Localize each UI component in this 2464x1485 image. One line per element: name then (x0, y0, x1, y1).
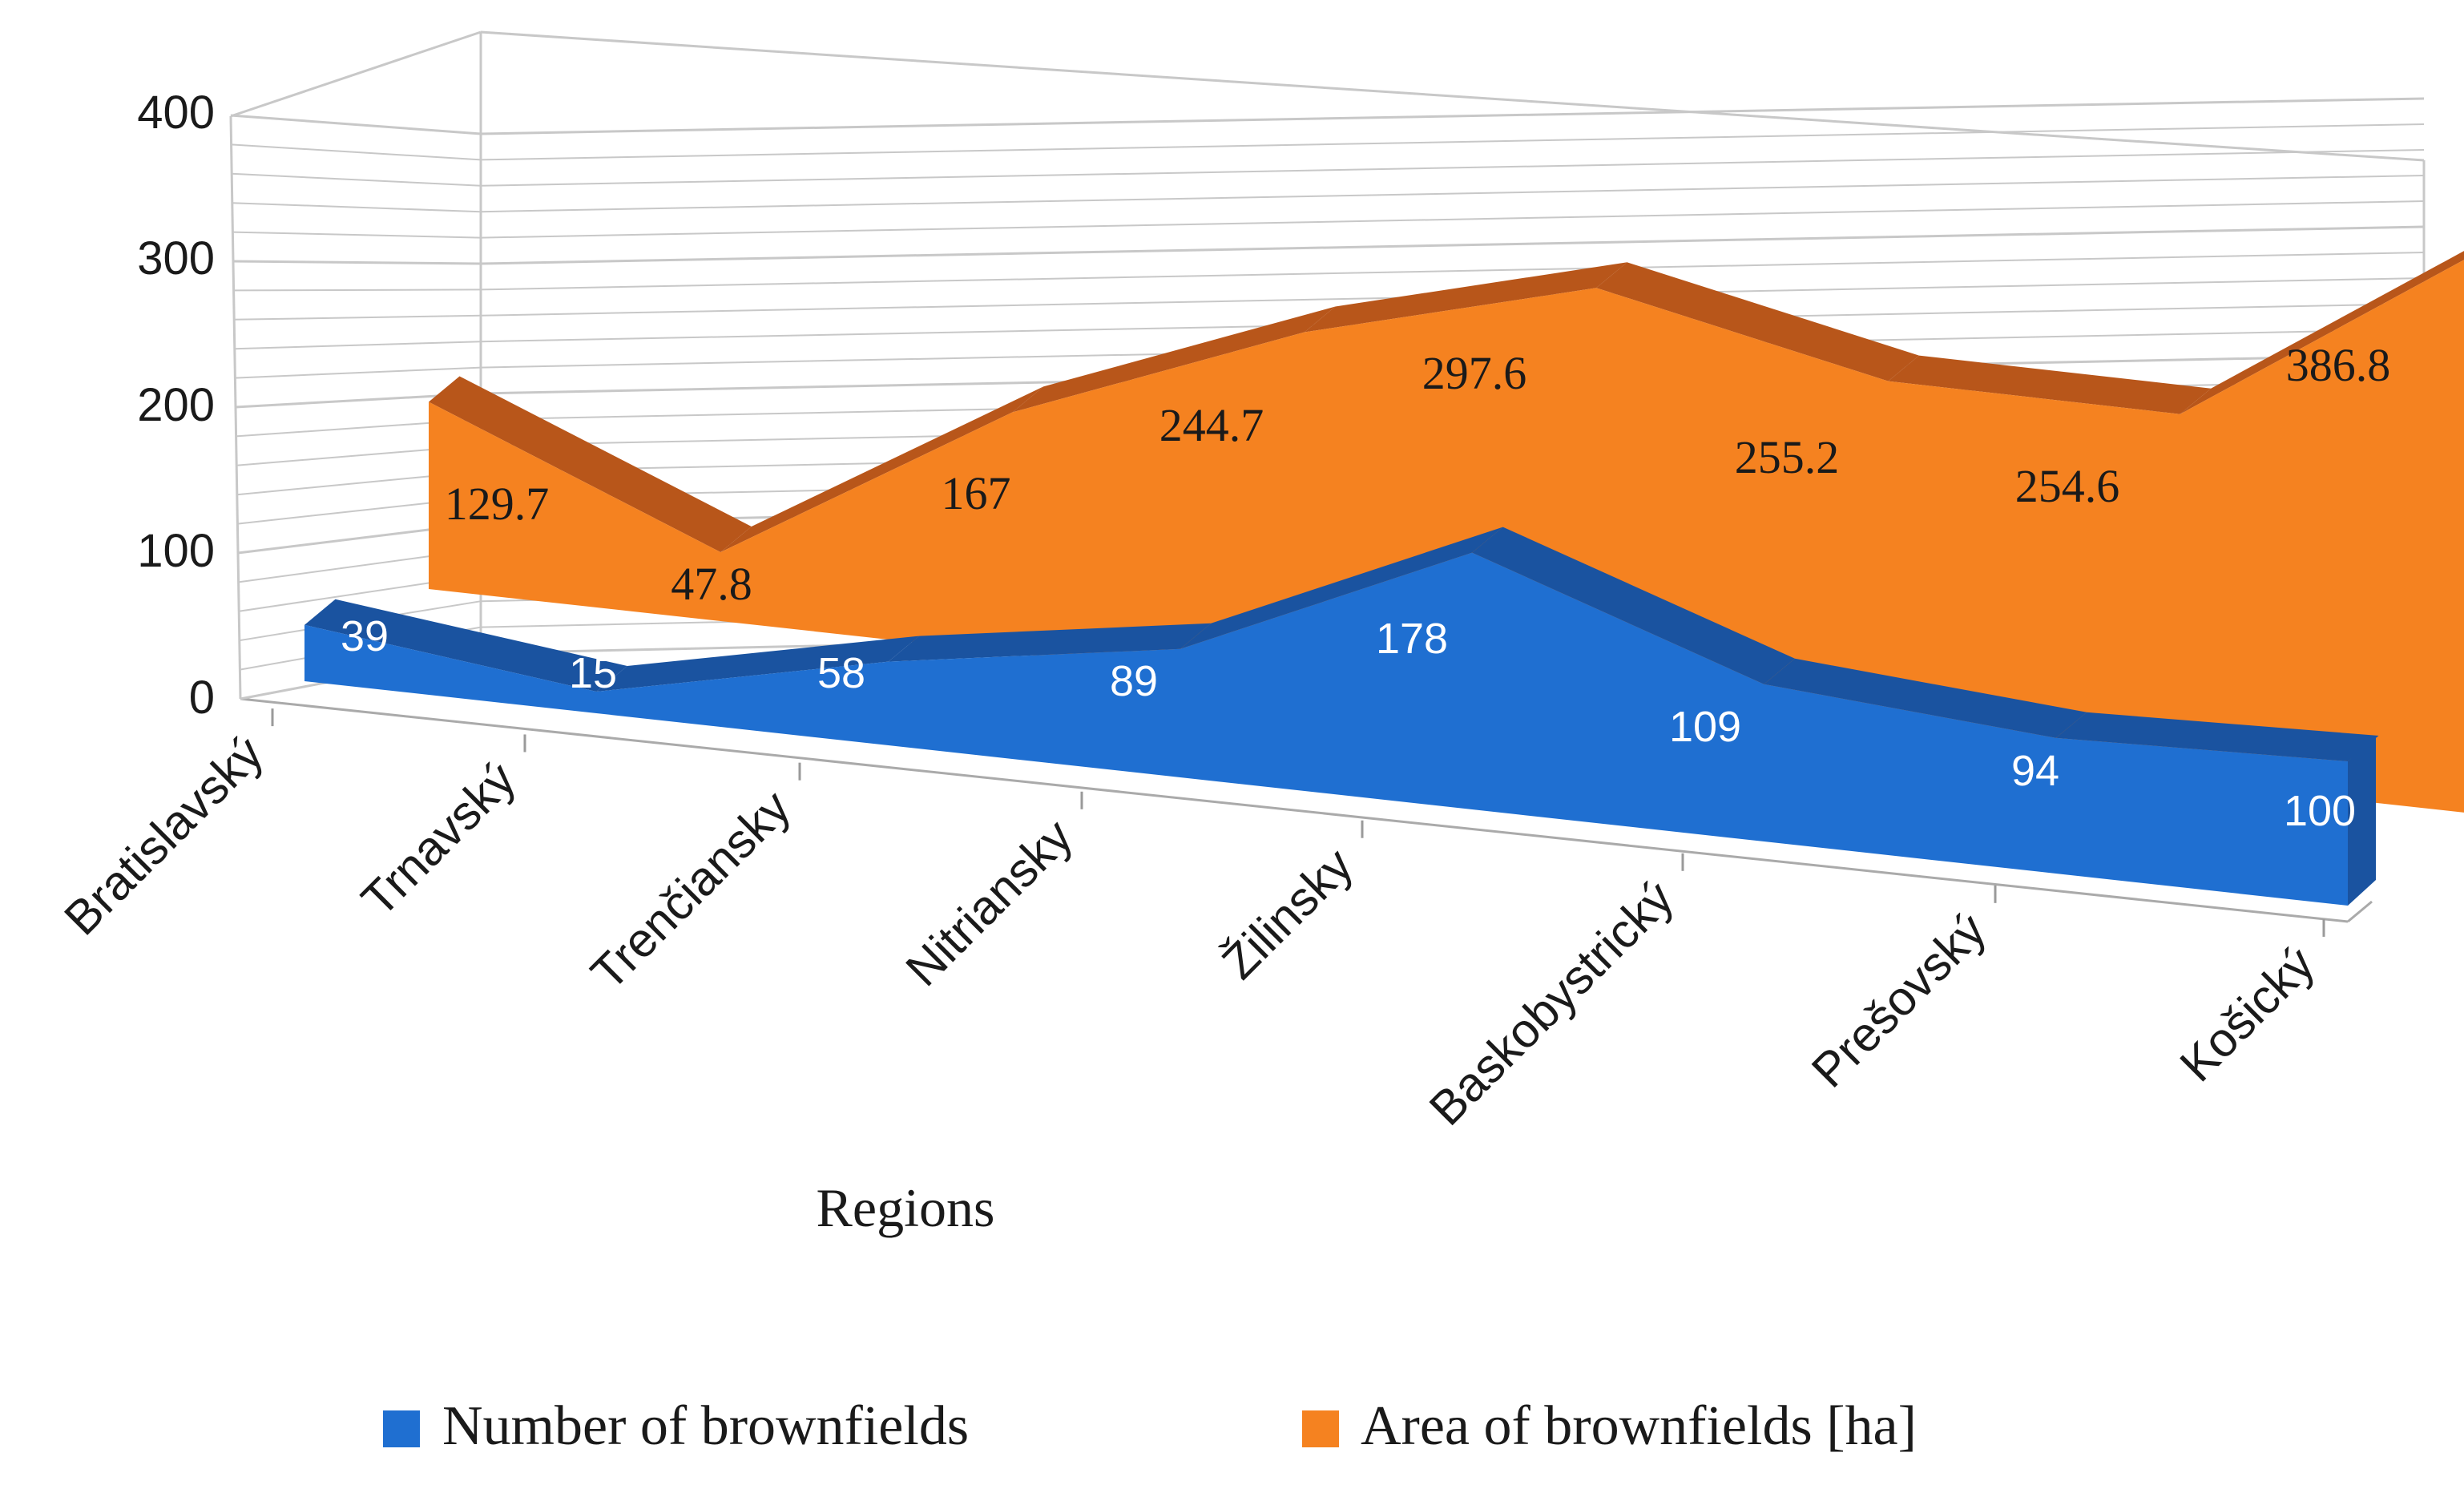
gridline-left-360 (232, 172, 482, 187)
number-ribbon-segment (304, 599, 627, 692)
legend-swatch-number-of-brownfields (383, 1410, 420, 1447)
x-axis-title: Regions (817, 1177, 995, 1238)
gridline-back-320 (480, 200, 2425, 239)
data-label-number-baskobystricky: 109 (1669, 703, 1741, 751)
value-labels: 129.7 47.8 167 244.7 297.6 255.2 254.6 386.8 39 1… (341, 339, 2390, 835)
data-label-area-trenciansky: 167 (942, 467, 1011, 519)
gridline-left-280 (233, 289, 482, 292)
data-label-area-baskobystricky: 255.2 (1735, 431, 1840, 483)
number-ribbon-segment (1180, 527, 1503, 649)
x-tick-label-kosicky: Košický (2170, 937, 2325, 1092)
y-tick-label-300: 300 (137, 232, 215, 284)
area-ribbon-segment (1596, 262, 1919, 381)
y-axis: 0 100 200 300 400 (137, 87, 215, 724)
x-tick-label-nitriansky: Nitriansky (896, 809, 1083, 997)
x-tick-label-trenciansky: Trenčiansky (581, 780, 801, 1000)
series-area-of-brownfields (429, 251, 2464, 813)
gridline-left-340 (232, 202, 482, 213)
y-tick-label-400: 400 (137, 87, 215, 139)
x-tick-label-presovsky: Prešovský (1801, 903, 1996, 1098)
area-ribbon-segment (720, 386, 1044, 552)
number-ribbon-segment (888, 623, 1212, 662)
number-side-face (2348, 736, 2376, 906)
floor-right-edge (2347, 900, 2373, 923)
gridline-left-300 (232, 260, 482, 265)
wall-edge-top (480, 30, 2425, 162)
gridline-back-360 (480, 149, 2425, 187)
gridline-left-400 (230, 114, 482, 135)
area-ribbon-segment (1012, 306, 1336, 413)
x-tick-label-trnavsky: Trnavský (351, 752, 526, 926)
gridline-left-380 (231, 143, 482, 161)
gridline-left-240 (234, 341, 482, 350)
y-tick-label-100: 100 (137, 525, 215, 577)
x-tick-label-bratislavsky: Bratislavský (54, 726, 273, 946)
gridline-back-400 (480, 97, 2425, 135)
legend-swatch-area-of-brownfields (1302, 1410, 1339, 1447)
gridline-back-380 (480, 123, 2425, 161)
data-label-number-zilinsky: 178 (1376, 615, 1448, 663)
data-label-area-kosicky: 386.8 (2286, 339, 2391, 391)
number-ribbon-segment (1764, 658, 2087, 738)
gridline-left-220 (235, 366, 482, 379)
data-label-area-trnavsky: 47.8 (671, 558, 752, 610)
x-tick-label-zilinsky: Žilinsky (1212, 838, 1363, 990)
x-tick-label-baskobystricky: Baskobystrický (1419, 871, 1684, 1136)
legend-label-area-of-brownfields: Area of brownfields [ha] (1361, 1395, 1917, 1457)
legend-label-number-of-brownfields: Number of brownfields (442, 1395, 969, 1457)
data-label-number-kosicky: 100 (2284, 787, 2356, 835)
area-ribbon-segment (2180, 251, 2464, 414)
number-ribbon-segment (596, 636, 920, 692)
data-label-number-nitriansky: 89 (1110, 657, 1158, 705)
y-tick-label-200: 200 (137, 379, 215, 431)
legend: Number of brownfields Area of brownfield… (383, 1395, 1917, 1457)
data-label-number-bratislavsky: 39 (341, 612, 389, 660)
wall-edge-left-front (229, 115, 242, 700)
data-label-number-trenciansky: 58 (817, 649, 865, 697)
wall-edge-top-left (230, 30, 482, 118)
y-tick-label-0: 0 (189, 672, 215, 724)
area-ribbon-segment (429, 376, 752, 552)
gridline-back-280 (480, 252, 2425, 291)
area-ribbon-segment (1888, 355, 2212, 414)
gridline-left-260 (234, 314, 482, 321)
data-label-number-trnavsky: 15 (569, 649, 617, 697)
data-label-number-presovsky: 94 (2011, 747, 2059, 795)
number-ribbon-segment (1472, 527, 1795, 684)
number-ribbon-segment (2055, 712, 2379, 761)
data-label-area-bratislavsky: 129.7 (445, 478, 550, 530)
data-label-area-nitriansky: 244.7 (1159, 399, 1264, 451)
gridline-back-340 (480, 175, 2425, 213)
gridline-back-300 (480, 225, 2425, 265)
area-area-face (429, 260, 2464, 813)
number-area-face (304, 552, 2348, 906)
data-label-area-zilinsky: 297.6 (1422, 347, 1527, 399)
data-label-area-presovsky: 254.6 (2015, 460, 2120, 512)
area-ribbon-segment (1304, 262, 1627, 333)
floor-front-edge (240, 697, 2349, 923)
series-number-of-brownfields (304, 527, 2379, 906)
gridline-left-320 (232, 231, 482, 239)
